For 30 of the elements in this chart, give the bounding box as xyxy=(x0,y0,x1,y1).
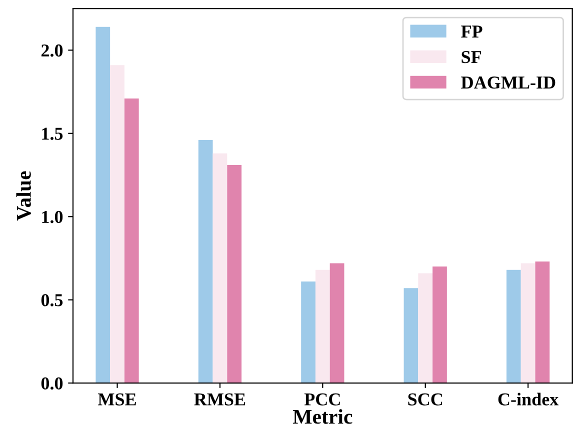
bar xyxy=(110,65,124,384)
bar xyxy=(535,262,550,384)
legend-label: SF xyxy=(462,51,481,64)
y-tick-label: 0.0 xyxy=(41,377,63,390)
x-tick-label: C-index xyxy=(498,392,559,406)
x-axis-title: Metric xyxy=(292,409,352,424)
y-tick-label: 1.0 xyxy=(42,210,63,224)
bar xyxy=(520,263,536,384)
bar xyxy=(227,165,242,384)
bar xyxy=(315,270,330,384)
bar xyxy=(198,140,213,384)
bar xyxy=(124,98,139,384)
bar xyxy=(330,263,344,384)
y-axis-title: Value xyxy=(16,171,32,221)
bar xyxy=(96,26,110,384)
bar xyxy=(301,282,316,384)
x-tick-label: SCC xyxy=(408,393,442,406)
legend-label: FP xyxy=(461,26,482,38)
y-tick-label: 2.0 xyxy=(41,44,63,57)
bar xyxy=(404,288,418,384)
x-tick-label: PCC xyxy=(304,393,340,406)
bar xyxy=(432,266,447,384)
x-tick-label: MSE xyxy=(98,393,136,406)
bar xyxy=(506,270,521,384)
y-tick-label: 1.5 xyxy=(42,128,63,140)
bar xyxy=(212,153,228,384)
x-tick-label: RMSE xyxy=(194,393,246,406)
legend-label: DAGML-ID xyxy=(461,76,556,89)
y-tick-label: 0.5 xyxy=(41,294,63,306)
bar xyxy=(418,273,433,384)
